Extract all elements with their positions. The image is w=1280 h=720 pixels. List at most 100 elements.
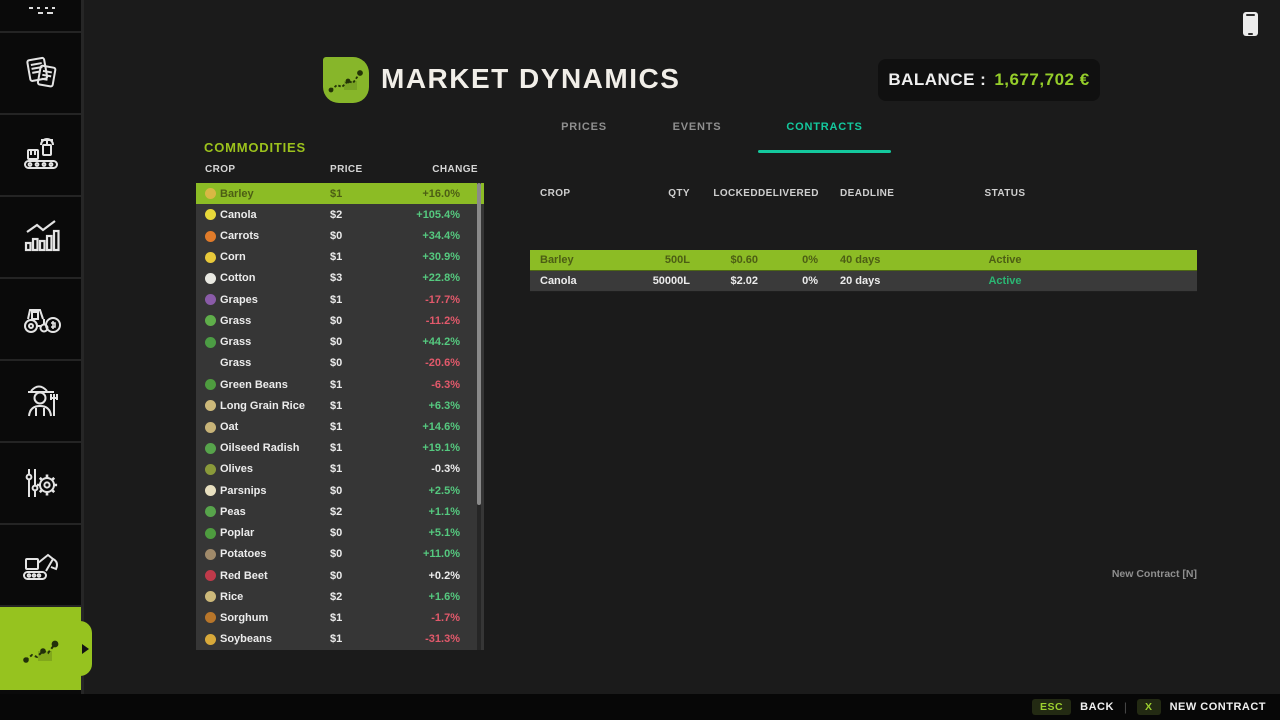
commodity-price: $1 <box>330 293 343 306</box>
new-contract-button[interactable]: X NEW CONTRACT <box>1137 699 1266 715</box>
commodity-name: Parsnips <box>220 484 267 497</box>
commodity-price: $1 <box>330 611 343 624</box>
commodity-list: Barley $1 +16.0% Canola $2 +105.4% Carro… <box>196 183 484 650</box>
sliders-gear-icon <box>25 469 57 497</box>
grass-icon <box>205 358 216 369</box>
scrollbar-thumb[interactable] <box>477 183 481 505</box>
commodity-name: Peas <box>220 505 246 518</box>
contracts-table: Barley 500L $0.60 0% 40 days Active Cano… <box>530 250 1197 292</box>
commodity-row[interactable]: Grass $0 +44.2% <box>196 332 484 353</box>
contracts-col-status: STATUS <box>984 188 1026 199</box>
contract-status-badge: Active <box>988 275 1022 287</box>
commodity-change: +19.1% <box>422 442 460 455</box>
commodity-price: $1 <box>330 463 343 476</box>
back-button[interactable]: ESC BACK <box>1032 699 1114 715</box>
commodity-row[interactable]: Canola $2 +105.4% <box>196 204 484 225</box>
commodity-change: +34.4% <box>422 230 460 243</box>
commodity-row[interactable]: Barley $1 +16.0% <box>196 183 484 205</box>
commodity-scrollbar[interactable] <box>477 183 481 650</box>
commodity-change: +2.5% <box>428 484 461 497</box>
sidebar-item-farmer[interactable] <box>0 361 81 443</box>
commodity-row[interactable]: Grapes $1 -17.7% <box>196 289 484 310</box>
commodity-change: -0.3% <box>431 463 460 476</box>
commodity-price: $0 <box>330 357 343 370</box>
commodity-price: $2 <box>330 208 343 221</box>
commodity-row[interactable]: Olives $1 -0.3% <box>196 459 484 480</box>
footer-bar: ESC BACK | X NEW CONTRACT <box>0 694 1280 720</box>
tab-prices[interactable]: PRICES <box>561 121 607 133</box>
sidebar-item-market-dynamics[interactable] <box>0 607 92 690</box>
commodity-price: $0 <box>330 548 343 561</box>
grass-icon <box>205 336 216 348</box>
tractor-money-icon <box>23 309 61 333</box>
commodity-row[interactable]: Grass $0 -20.6% <box>196 353 484 374</box>
commodity-change: +0.2% <box>428 569 461 582</box>
commodity-row[interactable]: Oilseed Radish $1 +19.1% <box>196 438 484 459</box>
contracts-column-headers: CROP QTY LOCKED DELIVERED DEADLINE STATU… <box>530 188 1197 199</box>
documents-icon <box>25 56 56 88</box>
contract-row[interactable]: Canola 50000L $2.02 0% 20 days Active <box>530 271 1197 292</box>
sidebar-item-construction[interactable] <box>0 525 81 607</box>
commodity-row[interactable]: Grass $0 -11.2% <box>196 310 484 331</box>
commodity-row[interactable]: Soybeans $1 -31.3% <box>196 629 484 650</box>
commodity-price: $1 <box>330 378 343 391</box>
contract-crop: Canola <box>540 275 577 287</box>
commodity-row[interactable]: Sorghum $1 -1.7% <box>196 607 484 628</box>
production-conveyor-icon <box>23 138 58 169</box>
sidebar-item-settings[interactable] <box>0 443 81 525</box>
contract-delivered: 0% <box>802 254 818 266</box>
commodity-row[interactable]: Cotton $3 +22.8% <box>196 268 484 289</box>
x-key-badge: X <box>1137 699 1161 715</box>
commodity-name: Green Beans <box>220 378 288 391</box>
tab-contracts[interactable]: CONTRACTS <box>786 121 863 133</box>
page-title: MARKET DYNAMICS <box>381 63 681 94</box>
commodity-price: $0 <box>330 230 343 243</box>
app-logo <box>323 57 369 103</box>
commodity-row[interactable]: Rice $2 +1.6% <box>196 586 484 607</box>
oat-icon <box>205 421 216 433</box>
contracts-col-crop: CROP <box>540 188 571 199</box>
commodity-row[interactable]: Oat $1 +14.6% <box>196 416 484 437</box>
grass-icon <box>205 315 216 327</box>
sidebar-item-documents[interactable] <box>0 33 81 115</box>
balance-value: 1,677,702 € <box>994 70 1090 89</box>
commodity-name: Barley <box>220 187 254 200</box>
grapes-icon <box>205 294 216 306</box>
commodity-name: Grass <box>220 336 252 349</box>
new-contract-hint[interactable]: New Contract [N] <box>1111 568 1197 580</box>
sidebar-item-partial-top[interactable] <box>0 0 81 33</box>
commodity-row[interactable]: Potatoes $0 +11.0% <box>196 544 484 565</box>
partial-icon <box>28 6 55 14</box>
potato-icon <box>205 548 216 560</box>
sidebar-item-production[interactable] <box>0 115 81 197</box>
balance-label: BALANCE : <box>888 70 987 89</box>
commodity-row[interactable]: Corn $1 +30.9% <box>196 247 484 268</box>
commodity-row[interactable]: Parsnips $0 +2.5% <box>196 480 484 501</box>
sidebar-item-finances[interactable] <box>0 279 81 361</box>
commodity-row[interactable]: Peas $2 +1.1% <box>196 501 484 522</box>
corn-icon <box>205 251 216 263</box>
commodity-change: +14.6% <box>422 421 460 434</box>
commodity-row[interactable]: Red Beet $0 +0.2% <box>196 565 484 586</box>
commodity-change: +44.2% <box>422 336 460 349</box>
commodity-row[interactable]: Long Grain Rice $1 +6.3% <box>196 395 484 416</box>
active-tab-underline <box>758 150 891 153</box>
commodity-name: Red Beet <box>220 569 268 582</box>
commodity-row[interactable]: Carrots $0 +34.4% <box>196 225 484 246</box>
commodities-title: COMMODITIES <box>204 140 306 155</box>
commodity-row[interactable]: Poplar $0 +5.1% <box>196 523 484 544</box>
logo-trend-icon <box>328 70 363 93</box>
commodity-price: $1 <box>330 251 343 264</box>
tab-events[interactable]: EVENTS <box>672 121 722 133</box>
commodity-name: Oilseed Radish <box>220 442 300 455</box>
balance-pill: BALANCE : 1,677,702 € <box>878 59 1100 101</box>
excavator-icon <box>22 553 58 580</box>
contract-row[interactable]: Barley 500L $0.60 0% 40 days Active <box>530 250 1197 271</box>
commodity-row[interactable]: Green Beans $1 -6.3% <box>196 374 484 395</box>
commodity-change: -20.6% <box>425 357 460 370</box>
cotton-icon <box>205 272 216 284</box>
sidebar-item-statistics[interactable] <box>0 197 81 279</box>
commodities-column-headers: CROP PRICE CHANGE <box>196 164 484 175</box>
parsnip-icon <box>205 485 216 497</box>
